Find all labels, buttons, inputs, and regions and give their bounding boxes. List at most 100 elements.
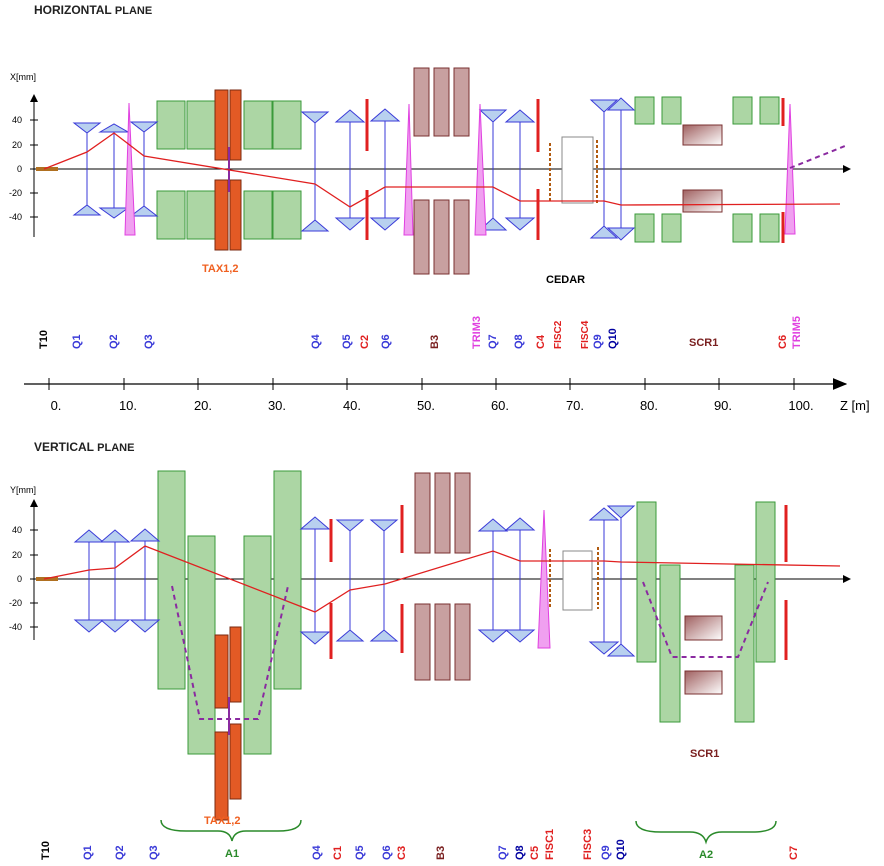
h-dashed-branch — [789, 145, 846, 169]
v-scr1-label: SCR1 — [690, 748, 719, 760]
vlabel-q2: Q2 — [114, 845, 126, 860]
vlabel-t10: T10 — [40, 841, 52, 860]
h-target-marker — [36, 167, 58, 171]
vertical-title-main: VERTICAL — [34, 440, 94, 454]
h-magnet — [186, 100, 216, 150]
h-quad-q2 — [98, 123, 130, 219]
h-scr1-block — [682, 189, 723, 213]
h-magnet — [732, 96, 753, 125]
h-quadrupoles — [72, 97, 636, 241]
z-tick-60: 60. — [491, 398, 509, 413]
h-trim — [124, 102, 136, 236]
h-quad-q8 — [504, 109, 536, 231]
h-bend — [453, 199, 470, 275]
v-tick-0: 0 — [17, 574, 22, 584]
v-trajectory — [43, 545, 841, 613]
h-magnet — [661, 96, 682, 125]
h-bend — [433, 199, 450, 275]
label-c2: C2 — [359, 335, 371, 349]
label-q8: Q8 — [513, 334, 525, 349]
v-aperture-a2 — [642, 581, 769, 658]
z-axis: 0. 10. 20. 30. 40. 50. 60. 70. 80. 90. 1… — [24, 378, 870, 413]
v-quad-q8 — [504, 517, 536, 643]
h-quad-q5 — [334, 109, 366, 231]
horizontal-plane-title: HORIZONTAL PLANE — [34, 3, 152, 17]
v-magnet — [273, 470, 302, 690]
v-quad-q9 — [588, 507, 620, 655]
v-y-ticks: 40 20 0 -20 -40 — [9, 525, 38, 632]
z-tick-70: 70. — [566, 398, 584, 413]
h-tax-block — [229, 89, 242, 161]
label-q10: Q10 — [607, 328, 619, 349]
v-bend — [434, 603, 451, 681]
h-cedar-label: CEDAR — [546, 274, 585, 286]
v-tax-block — [214, 634, 229, 709]
vlabel-c1: C1 — [332, 846, 344, 860]
horizontal-title-main: HORIZONTAL — [34, 3, 112, 17]
h-trajectory — [43, 132, 841, 208]
z-tick-0: 0. — [51, 398, 62, 413]
v-quad-q2 — [99, 529, 131, 633]
z-tick-10: 10. — [119, 398, 137, 413]
h-green-magnets — [156, 96, 780, 243]
h-quad-q1 — [72, 122, 102, 216]
v-magnet — [659, 564, 681, 723]
h-quad-q6 — [369, 108, 401, 231]
v-magnet — [243, 535, 272, 755]
v-tick-20: 20 — [12, 550, 22, 560]
h-magnet — [759, 213, 780, 243]
h-quad-q10 — [606, 97, 636, 241]
v-cedar — [562, 550, 593, 611]
h-bend — [413, 199, 430, 275]
vlabel-q7: Q7 — [497, 845, 509, 860]
v-quad-q6 — [369, 519, 399, 642]
h-quad-q4 — [300, 111, 330, 232]
h-magnet — [661, 213, 682, 243]
h-tax-block — [214, 89, 229, 161]
vlabel-fisc3: FISC3 — [582, 829, 594, 860]
h-magnet — [732, 213, 753, 243]
v-tax-block — [229, 626, 242, 703]
h-trim-3 — [474, 103, 487, 236]
z-tick-100: 100. — [788, 398, 813, 413]
vlabel-q5: Q5 — [354, 845, 366, 860]
vlabel-c3: C3 — [396, 846, 408, 860]
v-brace-a2 — [635, 820, 777, 845]
label-trim5: TRIM5 — [791, 316, 803, 349]
label-c6: C6 — [777, 335, 789, 349]
v-quad-q1 — [73, 529, 105, 633]
z-tick-90: 90. — [714, 398, 732, 413]
h-collimators — [365, 98, 785, 243]
vertical-plane-title: VERTICAL PLANE — [34, 440, 134, 454]
h-y-ticks: 40 20 0 -20 -40 — [9, 115, 38, 222]
h-scr1-block — [682, 124, 723, 146]
v-bend — [454, 603, 471, 681]
label-q6: Q6 — [380, 334, 392, 349]
label-trim3: TRIM3 — [471, 316, 483, 349]
vlabel-c7: C7 — [788, 846, 800, 860]
label-q7: Q7 — [487, 334, 499, 349]
h-tax-block — [214, 179, 229, 251]
h-magnet — [272, 100, 302, 150]
h-trims — [124, 102, 796, 236]
h-tick-m40: -40 — [9, 212, 22, 222]
v-quadrupoles — [73, 505, 636, 657]
v-bend — [414, 472, 431, 554]
h-bend — [453, 67, 470, 137]
z-tick-20: 20. — [194, 398, 212, 413]
vlabel-c5: C5 — [529, 846, 541, 860]
v-brace-a1 — [160, 819, 302, 842]
h-quad-q9 — [589, 99, 619, 239]
vlabel-q1: Q1 — [82, 845, 94, 860]
h-magnet — [156, 100, 186, 150]
h-cedar — [561, 136, 594, 204]
h-bend — [433, 67, 450, 137]
vlabel-q8: Q8 — [514, 845, 526, 860]
v-quad-q4 — [299, 516, 331, 645]
vlabel-q6: Q6 — [381, 845, 393, 860]
h-magnet — [272, 190, 302, 240]
h-quad-q3 — [129, 121, 159, 217]
v-green-magnets — [157, 470, 776, 755]
h-trim-3-a — [403, 103, 414, 236]
